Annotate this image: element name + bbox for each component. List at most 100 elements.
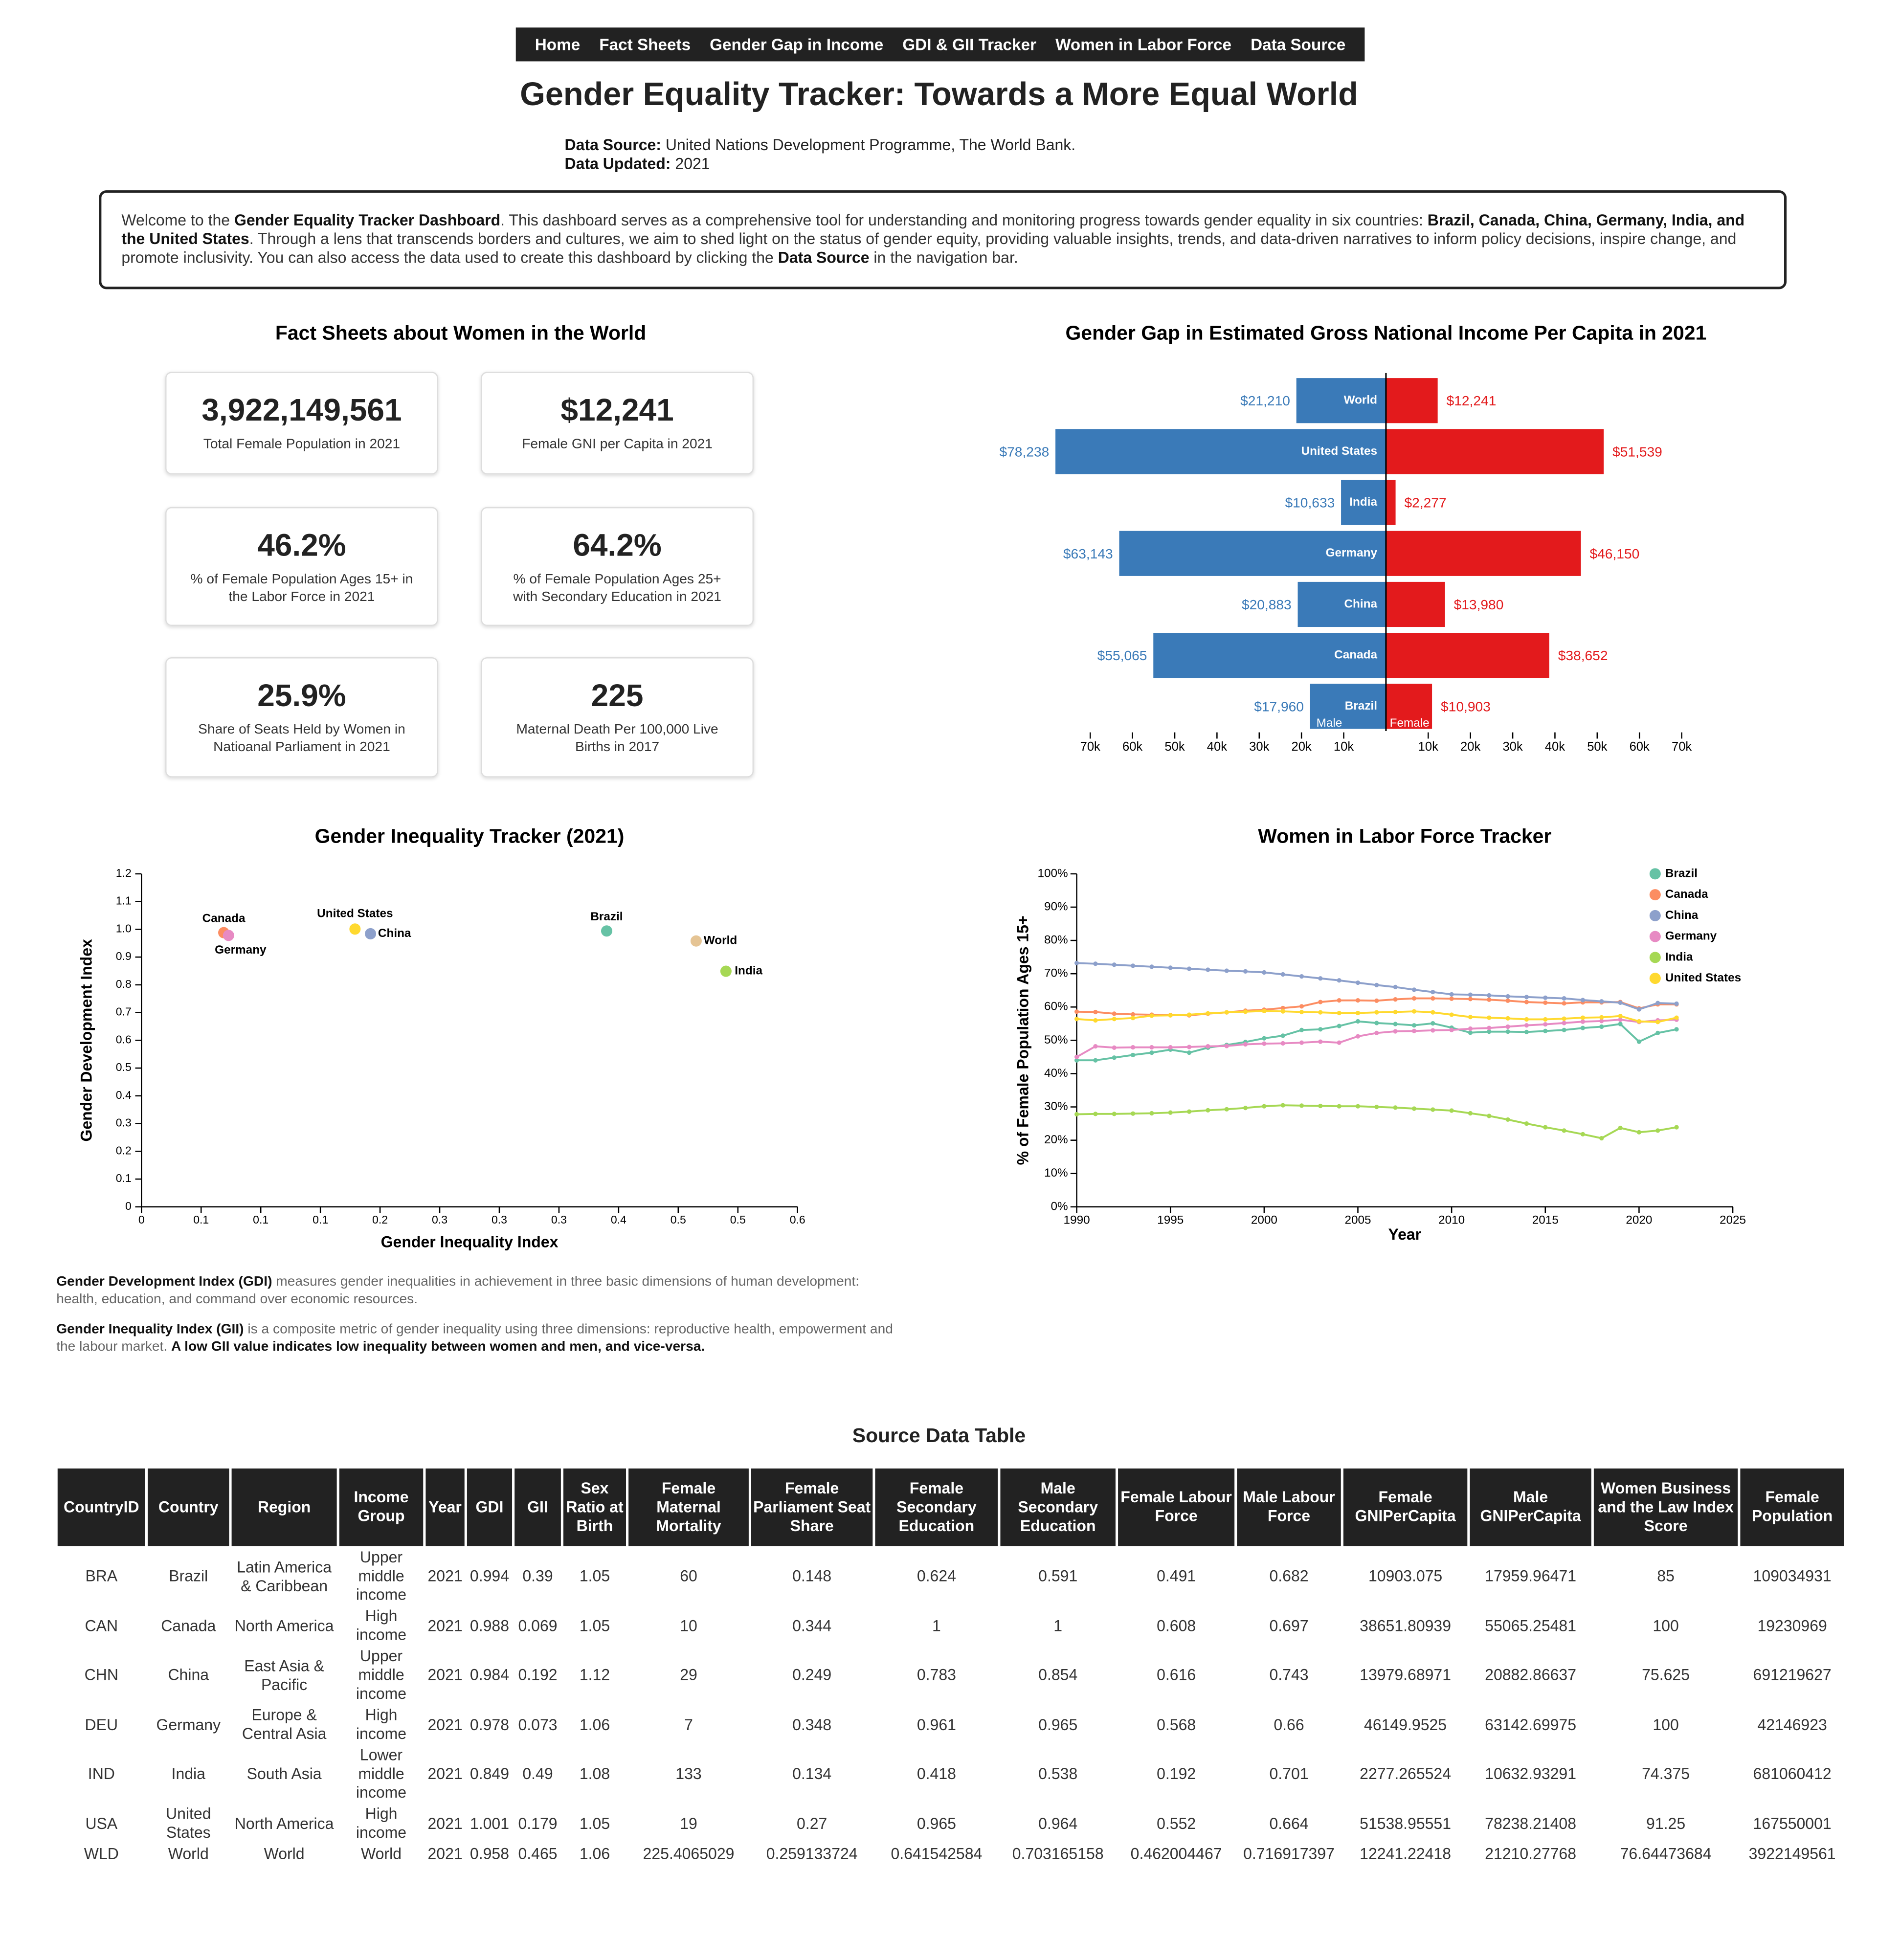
series-dot [1468,1030,1473,1035]
table-cell: 75.625 [1642,1666,1690,1684]
series-dot [1636,1130,1642,1135]
x-tick-label: 2020 [1626,1213,1652,1226]
series-dot [1655,1020,1660,1025]
nav-bar: Home Fact Sheets Gender Gap in Income GDI &… [515,27,1365,62]
nav-link[interactable]: GDI & GII Tracker [902,35,1037,54]
series-dot [1393,984,1398,990]
text-segment: measures gender inequalities in achievem… [56,1274,860,1307]
series-dot [1449,1012,1454,1017]
series-dot [1074,1112,1079,1117]
bar [1386,480,1396,525]
table-cell: WLD [84,1845,119,1863]
series-dot [1411,1028,1417,1033]
text-segment: Gender Development Index (GDI) [56,1274,272,1290]
series-dot [1149,1050,1154,1055]
series-dot [1074,1054,1079,1060]
series-dot [1374,1021,1379,1025]
series-dot [1318,1027,1323,1032]
table-cell: CHN [84,1666,119,1684]
table-cell: Upper middle income [356,1647,407,1703]
series-dot [1468,1026,1473,1031]
series-dot [1431,1107,1435,1112]
series-dot [1374,1030,1379,1035]
table-cell: 1.12 [579,1666,610,1684]
table-cell: High income [356,1706,407,1743]
x-tick-label: 30k [1249,740,1269,754]
source-info: Data Source: United Nations Development … [565,136,1076,174]
series-dot [1318,1010,1323,1015]
table-cell: United States [166,1805,211,1842]
y-axis-title: % of Female Population Ages 15+ [1014,915,1032,1165]
table-row: IND India South Asia Lower middle income 202… [58,1746,1844,1803]
series-line [1076,1104,1677,1139]
series-dot [1206,967,1210,972]
category-label: Canada [1334,648,1377,662]
series-dot [1243,1009,1248,1014]
series-dot [1393,1105,1398,1110]
y-tick-label: 100% [1037,867,1068,880]
x-tick-label: 1990 [1064,1213,1090,1226]
series-dot [1411,1009,1417,1014]
point-label: Germany [215,943,267,957]
series-dot [1449,1108,1454,1113]
updated-line: Data Updated: 2021 [565,155,1076,174]
series-dot [1599,999,1604,1004]
value-label: $2,277 [1405,495,1447,511]
column-header: Female Population [1740,1468,1844,1546]
table-cell: 0.462004467 [1130,1845,1222,1863]
text-segment: A low GII value indicates low inequality… [171,1338,705,1354]
series-dot [1505,1016,1510,1021]
nav-link[interactable]: Women in Labor Force [1055,35,1232,54]
table-row: USA United States North America High income… [58,1805,1844,1843]
point-label: China [378,927,411,940]
table-cell: 0.701 [1269,1765,1309,1783]
series-dot [1168,1110,1173,1115]
series-dot [1318,1000,1323,1004]
series-dot [1355,1019,1361,1024]
series-dot [1543,1000,1548,1005]
series-dot [1206,1011,1210,1016]
series-dot [1186,1109,1192,1114]
y-tick-label: 1.2 [116,867,132,879]
nav-link[interactable]: Data Source [1251,35,1346,54]
y-tick-label: 0% [1051,1200,1068,1213]
table-cell: 21210.27768 [1485,1845,1577,1863]
text-segment: Data Source [778,249,870,267]
table-cell: 1.05 [579,1814,610,1832]
source-line: Data Source: United Nations Development … [565,136,1076,155]
series-dot [1093,1018,1098,1023]
nav-link[interactable]: Home [535,35,581,54]
series-dot [1562,996,1566,1001]
bar [1297,581,1386,627]
note: Gender Development Index (GDI) measures … [56,1274,895,1308]
nav-link[interactable]: Gender Gap in Income [710,35,884,54]
series-dot [1393,1022,1398,1026]
series-dot [1524,1029,1529,1034]
series-dot [1543,1017,1548,1022]
x-tick-label: 2005 [1344,1213,1371,1226]
series-dot [1411,1023,1417,1028]
series-dot [1674,1001,1679,1006]
point-label: Canada [202,912,246,925]
y-tick-label: 20% [1044,1133,1068,1146]
table-cell: 0.27 [797,1814,827,1832]
series-dot [1599,1136,1604,1141]
table-cell: 19230969 [1757,1617,1827,1635]
value-label: $78,238 [999,444,1049,459]
table-cell: 0.568 [1157,1715,1196,1734]
series-dot [1618,1000,1623,1005]
table-cell: 78238.21408 [1485,1814,1577,1832]
x-tick-label: 50k [1164,740,1185,754]
table-cell: 0.849 [470,1765,509,1783]
nav-link[interactable]: Fact Sheets [599,35,691,54]
value-label: $63,143 [1063,546,1113,561]
fact-card: 3,922,149,561 Total Female Population in … [165,372,438,475]
table-cell: 0.249 [792,1666,832,1684]
point [349,923,361,935]
bar [1119,531,1386,576]
table-cell: 7 [684,1715,693,1734]
table-cell: 0.697 [1269,1617,1309,1635]
series-dot [1580,1019,1586,1024]
